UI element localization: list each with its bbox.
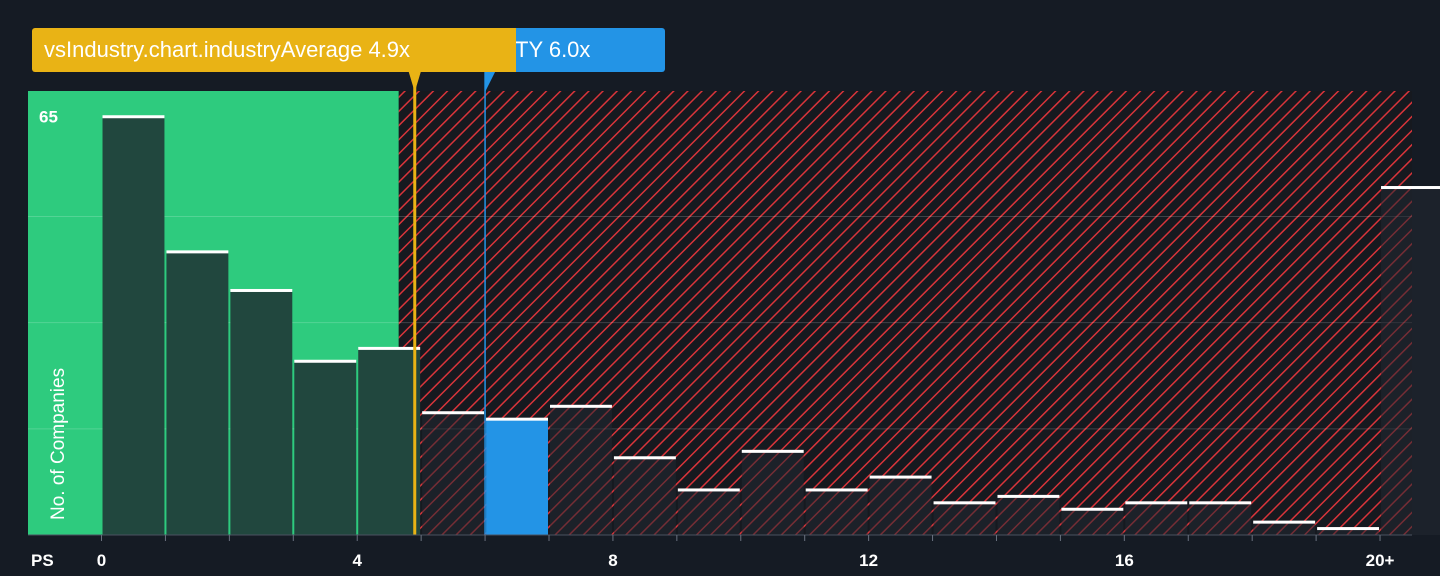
histogram-bar-top	[1061, 507, 1124, 511]
histogram-bar	[997, 496, 1060, 535]
histogram-bar-top	[1189, 501, 1252, 505]
histogram-bar-top	[166, 250, 229, 254]
histogram-bar	[1381, 187, 1440, 536]
histogram-bar	[549, 406, 612, 535]
histogram-bar-top	[486, 417, 548, 421]
histogram-bar	[613, 457, 676, 535]
histogram-bar	[1253, 522, 1316, 535]
x-tick-label: 20+	[1366, 551, 1395, 570]
histogram-bar-top	[358, 346, 421, 350]
histogram-bar-top	[230, 288, 293, 292]
histogram-bar-top	[1381, 186, 1440, 190]
histogram-bar-top	[1253, 520, 1316, 524]
histogram-bar	[102, 116, 165, 535]
histogram-bar-top	[613, 456, 676, 460]
histogram-bar-top	[741, 449, 804, 453]
histogram-bar-top	[869, 475, 932, 479]
histogram-bar	[741, 451, 804, 535]
histogram-bar-top	[1317, 527, 1380, 531]
histogram-bar-top	[805, 488, 868, 492]
histogram-bar-top	[1125, 501, 1188, 505]
histogram-bar-top	[549, 404, 612, 408]
histogram-bar-top	[677, 488, 740, 492]
x-tick-label: 12	[859, 551, 878, 570]
histogram-bar-top	[294, 359, 357, 363]
histogram-bar	[166, 251, 229, 535]
histogram-bar	[805, 489, 868, 535]
x-axis-label: PS	[31, 551, 54, 570]
histogram-bar	[1061, 509, 1124, 535]
y-axis-label: No. of Companies	[48, 367, 69, 520]
histogram-bar	[294, 361, 357, 535]
histogram-bar	[230, 290, 293, 535]
histogram-bar	[1317, 528, 1380, 535]
histogram-bar	[1125, 502, 1188, 535]
histogram-bar	[1189, 502, 1252, 535]
histogram-bar	[358, 348, 421, 535]
industry-average-pointer	[408, 72, 421, 92]
x-tick-label: 16	[1115, 551, 1134, 570]
histogram-bar	[422, 412, 485, 535]
x-tick-label: 4	[352, 551, 362, 570]
histogram-bar-top	[997, 494, 1060, 498]
histogram-bar-top	[422, 411, 485, 415]
histogram-bar	[677, 489, 740, 535]
histogram-bar	[933, 502, 996, 535]
industry-average-label: vsIndustry.chart.industryAverage 4.9x	[32, 28, 516, 72]
histogram-bar	[869, 477, 932, 535]
histogram-bar	[486, 419, 548, 535]
histogram-bar-top	[102, 115, 165, 119]
y-tick-label: 65	[39, 108, 58, 127]
x-tick-label: 0	[97, 551, 106, 570]
histogram-bar-top	[933, 501, 996, 505]
company-ps-pointer	[485, 72, 496, 92]
x-tick-label: 8	[608, 551, 617, 570]
